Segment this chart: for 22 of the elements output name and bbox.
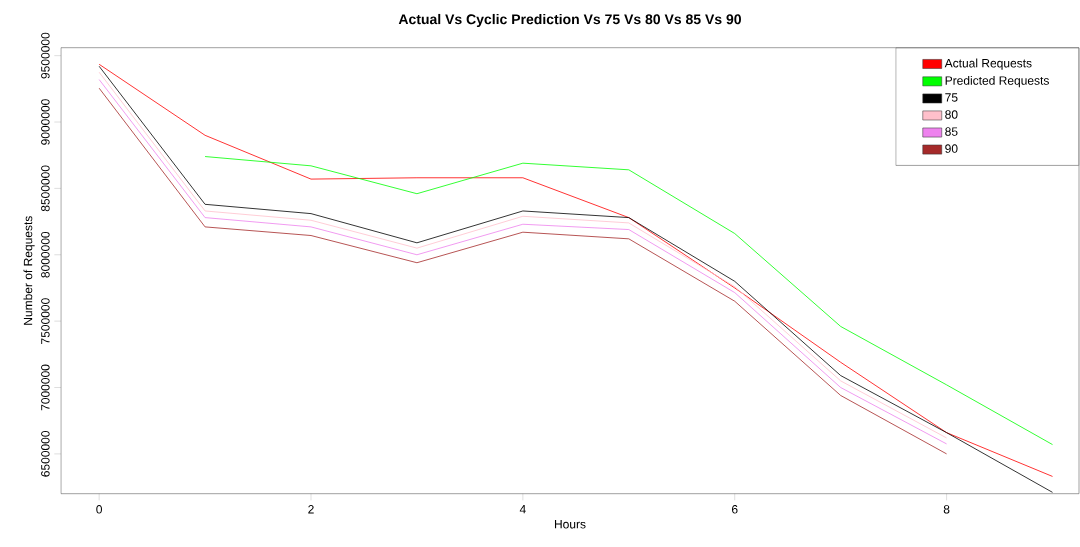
x-axis-title: Hours [554,520,586,529]
legend-label: 85 [945,127,958,136]
y-tick-label: 8000000 [41,231,50,278]
x-tick-label: 8 [943,505,950,514]
y-axis-title: Number of Requests [23,216,35,325]
y-tick-label: 7500000 [41,298,50,344]
x-tick-label: 6 [732,505,738,514]
legend-label: Predicted Requests [945,75,1049,88]
y-tick-label: 9000000 [41,99,50,145]
x-tick-label: 4 [519,505,526,514]
x-tick-label: 2 [308,505,314,514]
legend-label: 80 [945,110,958,119]
x-tick-label: 0 [96,505,103,514]
y-tick-label: 9500000 [41,32,50,79]
legend-label: 75 [945,93,958,102]
y-tick-label: 7000000 [41,364,50,411]
legend-label: Actual Requests [944,58,1032,70]
y-tick-label: 6500000 [41,430,50,477]
y-tick-label: 8500000 [41,165,50,212]
legend-label: 90 [945,144,958,153]
chart-title: Actual Vs Cyclic Prediction Vs 75 Vs 80 Vs 85 Vs 90 [398,13,741,27]
line-series [204,156,1053,445]
